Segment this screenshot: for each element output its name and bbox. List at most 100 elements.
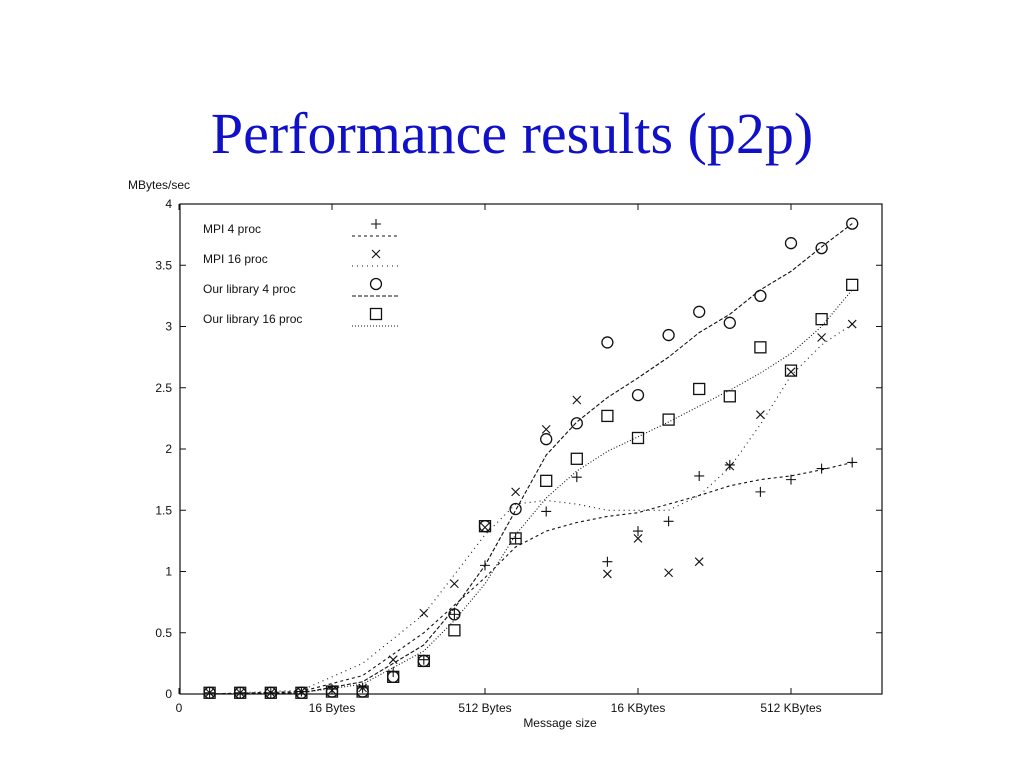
legend-marker-square	[369, 307, 383, 321]
data-point-cross	[817, 333, 826, 342]
data-point-cross	[664, 568, 673, 578]
data-point-plus	[571, 472, 582, 483]
data-point-square	[509, 532, 522, 545]
data-point-circle	[815, 241, 828, 255]
data-point-cross	[725, 461, 735, 471]
data-point-cross	[847, 319, 857, 329]
data-point-cross	[694, 557, 704, 567]
data-point-square	[631, 431, 645, 445]
x-axis-title: Message size	[523, 716, 597, 730]
data-point-square	[417, 654, 430, 668]
x-tick-label: 16 KBytes	[611, 701, 666, 715]
y-tick-label: 0.5	[155, 626, 172, 640]
y-tick-label: 0	[165, 687, 172, 701]
data-point-plus	[755, 486, 766, 497]
x-tick-label: 512 Bytes	[458, 701, 511, 715]
data-point-square	[387, 670, 400, 683]
y-tick-label: 3	[165, 320, 172, 334]
y-tick-label: 1	[165, 565, 172, 579]
data-point-square	[295, 686, 308, 699]
data-point-plus	[816, 463, 827, 474]
data-point-circle	[693, 305, 706, 318]
data-point-circle	[448, 608, 461, 621]
trend-line-circle	[209, 223, 853, 695]
data-point-cross	[266, 688, 276, 698]
data-point-square	[264, 686, 277, 699]
data-point-cross	[327, 685, 337, 695]
y-tick-label: 4	[165, 197, 172, 211]
y-tick-label: 3.5	[155, 258, 172, 272]
legend-marker-plus	[371, 219, 381, 229]
data-point-square	[356, 685, 369, 698]
legend-label: MPI 4 proc	[203, 222, 261, 236]
trend-lines	[209, 223, 853, 695]
legend-marker-circle	[369, 277, 383, 291]
data-point-cross	[205, 688, 214, 698]
data-point-square	[570, 452, 583, 465]
data-point-square	[754, 341, 767, 354]
data-point-square	[693, 382, 706, 396]
data-point-circle	[754, 289, 767, 303]
trend-line-cross	[209, 323, 853, 695]
data-point-plus	[541, 506, 552, 517]
legend-label: Our library 16 proc	[203, 312, 302, 326]
data-point-plus	[449, 609, 460, 620]
data-point-circle	[509, 502, 522, 516]
data-point-square	[448, 624, 461, 637]
data-point-circle	[601, 336, 614, 349]
data-point-square	[540, 474, 553, 488]
data-point-circle	[662, 328, 675, 342]
data-point-plus	[480, 560, 490, 571]
legend-marker-cross	[371, 249, 381, 259]
data-point-plus	[786, 474, 796, 485]
data-point-square	[815, 312, 828, 326]
data-point-square	[601, 409, 614, 423]
data-point-plus	[694, 470, 705, 481]
x-tick-label: 16 Bytes	[309, 701, 356, 715]
data-point-square	[846, 278, 859, 292]
data-markers	[203, 217, 859, 699]
data-point-plus	[847, 457, 858, 468]
data-point-plus	[633, 526, 643, 537]
legend-label: MPI 16 proc	[203, 252, 268, 266]
data-point-cross	[786, 367, 796, 377]
data-point-circle	[570, 417, 583, 430]
legend: MPI 4 proc MPI 16 proc Our library 4 proc O…	[203, 219, 398, 327]
data-point-square	[203, 686, 216, 699]
y-tick-label: 1.5	[155, 503, 172, 517]
data-point-cross	[756, 410, 765, 420]
data-point-plus	[418, 654, 429, 665]
data-point-plus	[724, 459, 735, 470]
data-point-cross	[450, 579, 459, 589]
data-point-cross	[358, 683, 367, 693]
data-point-cross	[633, 534, 643, 543]
data-point-plus	[602, 556, 613, 567]
data-point-circle	[478, 520, 492, 533]
data-point-square	[478, 520, 492, 533]
data-point-cross	[541, 425, 551, 434]
data-point-plus	[663, 516, 674, 527]
data-point-cross	[297, 687, 306, 696]
data-point-circle	[784, 237, 798, 250]
data-point-circle	[540, 433, 553, 446]
data-point-circle	[846, 217, 859, 230]
data-point-cross	[511, 487, 520, 497]
axes: 0 0.5 1 1.5 2 2.5 3 3.5 4 0 16 Bytes 512 Bytes 16 KB…	[155, 197, 883, 715]
trend-line-plus	[209, 461, 853, 695]
data-point-plus	[510, 533, 521, 544]
data-point-cross	[480, 523, 490, 532]
data-point-cross	[388, 655, 398, 665]
legend-label: Our library 4 proc	[203, 282, 296, 296]
plot-frame	[179, 203, 883, 695]
data-point-cross	[235, 688, 245, 698]
data-point-square	[234, 686, 247, 699]
y-axis-title: MBytes/sec	[128, 178, 190, 192]
y-tick-label: 2	[165, 442, 172, 456]
data-point-square	[662, 413, 675, 426]
data-point-square	[784, 364, 798, 377]
y-tick-label: 2.5	[155, 381, 172, 395]
data-point-square	[723, 390, 736, 403]
data-point-cross	[419, 608, 429, 618]
slide-title: Performance results (p2p)	[210, 101, 814, 166]
